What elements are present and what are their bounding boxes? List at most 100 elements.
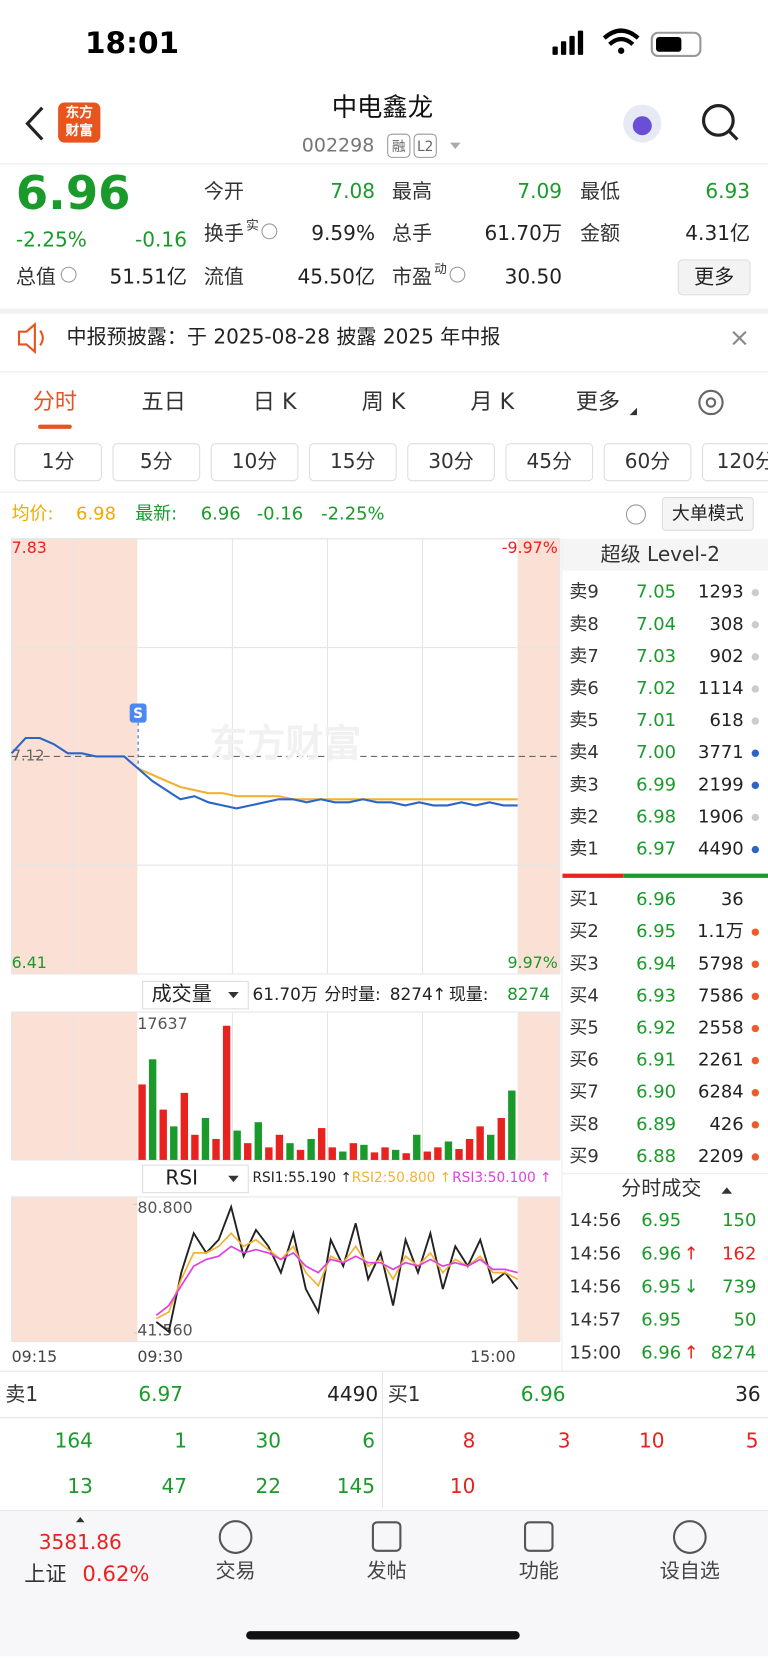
- trades-title: 分时成交: [621, 1176, 701, 1200]
- period-button[interactable]: [210, 443, 299, 482]
- period-label[interactable]: 10分: [232, 449, 278, 473]
- more-label[interactable]: 更多: [694, 264, 734, 288]
- book-price: 6.98: [636, 806, 676, 827]
- period-label[interactable]: 120分: [717, 449, 768, 473]
- queue-order: 5: [746, 1428, 759, 1452]
- signal-bar: [569, 35, 575, 55]
- period-label[interactable]: 5分: [140, 449, 173, 473]
- book-level: 买8: [569, 1114, 598, 1135]
- stat-value: 6.93: [705, 179, 750, 203]
- period-label[interactable]: 15分: [330, 449, 376, 473]
- volume-bar: [317, 1128, 326, 1160]
- period-button[interactable]: [308, 443, 397, 482]
- book-level: 卖8: [569, 614, 598, 635]
- book-price: 6.96: [636, 889, 676, 910]
- rsi-label[interactable]: RSI: [165, 1165, 198, 1189]
- volume-bar: [212, 1138, 220, 1160]
- book-volume: 3771: [698, 742, 744, 763]
- tab[interactable]: 日 K: [253, 389, 297, 415]
- book-volume: 902: [709, 646, 743, 667]
- queue-order: 145: [337, 1474, 375, 1498]
- price: 6.96: [16, 166, 131, 220]
- dropdown[interactable]: [142, 1164, 249, 1194]
- index-name[interactable]: 上证: [24, 1561, 66, 1586]
- index-change[interactable]: 0.62%: [82, 1561, 149, 1586]
- volume-bar: [201, 1117, 210, 1160]
- ask-price: 6.97: [138, 1382, 183, 1406]
- volume-bar: [497, 1117, 505, 1160]
- last-change-pct: -2.25%: [321, 503, 384, 524]
- dropdown[interactable]: [142, 980, 249, 1010]
- mode-button[interactable]: [661, 497, 754, 531]
- trade-price: 6.96: [641, 1243, 681, 1264]
- book-level: 卖1: [569, 839, 598, 860]
- book-volume: 426: [709, 1114, 743, 1135]
- tab[interactable]: 分时: [33, 389, 77, 415]
- book-level: 卖2: [569, 806, 598, 827]
- y-tick-label: 6.41: [12, 953, 47, 972]
- period-button[interactable]: [505, 443, 594, 482]
- period-label[interactable]: 1分: [42, 449, 75, 473]
- trade-volume: 50: [734, 1309, 757, 1330]
- help-icon[interactable]: [625, 504, 646, 525]
- nav-item[interactable]: 功能: [519, 1558, 559, 1582]
- volume-bar: [138, 1084, 146, 1160]
- nav-item[interactable]: 发帖: [367, 1558, 407, 1582]
- more-button[interactable]: [677, 259, 751, 296]
- period-button[interactable]: [14, 443, 102, 482]
- period-button[interactable]: [701, 443, 768, 482]
- search-handle: [727, 129, 739, 141]
- stat-value: 7.09: [517, 179, 562, 203]
- nav-item[interactable]: 交易: [216, 1558, 256, 1582]
- book-dot: [751, 813, 760, 822]
- book-price: 6.90: [636, 1082, 676, 1103]
- book-dot: [751, 1056, 760, 1065]
- stat-value: 7.08: [330, 179, 375, 203]
- queue-order: 1: [174, 1428, 187, 1452]
- book-dot: [751, 928, 760, 936]
- book-level: 买5: [569, 1018, 598, 1039]
- trade-volume: 739: [722, 1276, 756, 1297]
- book-level: 卖3: [569, 774, 598, 795]
- book-price: 6.99: [636, 774, 676, 795]
- trade-price: 6.96: [641, 1342, 681, 1363]
- close-icon[interactable]: [732, 330, 747, 346]
- bid-price: 6.96: [521, 1382, 566, 1406]
- price-line: [137, 767, 518, 801]
- index-value[interactable]: 3581.86: [39, 1530, 122, 1554]
- period-label[interactable]: 45分: [527, 449, 573, 473]
- logo-text: 财富: [65, 122, 93, 139]
- period-button[interactable]: [112, 443, 201, 482]
- settings-icon[interactable]: [698, 389, 724, 416]
- mode-label[interactable]: 大单模式: [672, 503, 744, 524]
- back-button[interactable]: [25, 106, 44, 141]
- period-label[interactable]: 60分: [625, 449, 671, 473]
- spread-bar-red: [562, 873, 624, 878]
- y-tick-label: 41.560: [137, 1321, 192, 1340]
- volume-bar: [148, 1059, 157, 1160]
- tab[interactable]: 月 K: [470, 389, 514, 415]
- tab[interactable]: 更多: [576, 389, 620, 415]
- info-icon: [60, 266, 77, 283]
- dropdown-arrow: [450, 142, 461, 149]
- search-icon[interactable]: [701, 104, 735, 137]
- book-level: 买6: [569, 1050, 598, 1071]
- ask-volume: 4490: [327, 1382, 378, 1406]
- tab[interactable]: 五日: [142, 389, 186, 415]
- volume-bar: [180, 1092, 189, 1160]
- tab[interactable]: 周 K: [362, 389, 406, 415]
- y-tick-label: 7.83: [12, 538, 47, 557]
- period-button[interactable]: [407, 443, 495, 482]
- volume-label[interactable]: 成交量: [152, 982, 212, 1006]
- trade-time: 14:57: [569, 1309, 621, 1330]
- volume-bar: [159, 1109, 167, 1160]
- period-button[interactable]: [603, 443, 692, 482]
- signal-bar: [577, 30, 584, 55]
- period-label[interactable]: 30分: [428, 449, 474, 473]
- book-volume: 308: [709, 614, 743, 635]
- book-dot: [751, 685, 760, 693]
- volume-bar: [244, 1143, 252, 1160]
- volume-bar: [296, 1149, 305, 1160]
- nav-item[interactable]: 设自选: [660, 1558, 720, 1582]
- tab-underline: [38, 424, 72, 429]
